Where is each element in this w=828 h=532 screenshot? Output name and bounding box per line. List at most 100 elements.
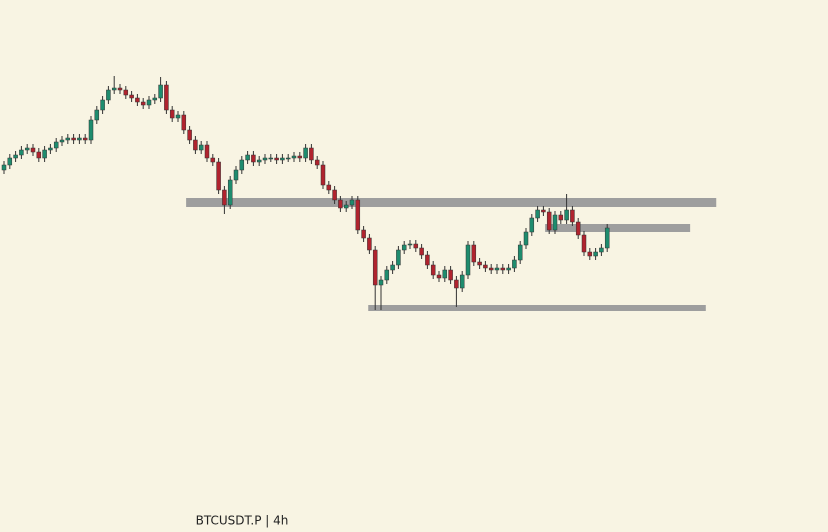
candle-body [59, 139, 65, 143]
candle-body [419, 247, 424, 256]
candle-body [204, 144, 210, 159]
candle-body [71, 137, 76, 141]
candle-body [512, 259, 517, 269]
candle-body [117, 87, 123, 91]
candle-body [332, 189, 337, 201]
candle-body [245, 154, 250, 161]
candle-body [19, 149, 24, 156]
candle-body [529, 217, 535, 233]
candle-body [523, 231, 529, 246]
candle-body [65, 137, 71, 141]
candle-body [187, 129, 192, 141]
candle-body [384, 269, 390, 281]
candle-body [24, 147, 30, 151]
candle-body [558, 214, 564, 221]
zones [186, 198, 717, 311]
candle-body [535, 209, 540, 219]
candle-body [413, 243, 419, 249]
candle-body [274, 157, 279, 161]
candle-body [338, 199, 343, 209]
candle-body [506, 267, 511, 271]
candle-body [407, 243, 413, 246]
candle-body [488, 267, 494, 271]
candle-body [425, 254, 430, 266]
candle-body [343, 204, 349, 209]
candle-body [396, 249, 401, 266]
candle-body [291, 155, 297, 159]
candle-body [152, 97, 158, 101]
candle-body [216, 161, 221, 191]
candle-body [251, 154, 256, 163]
candle-body [430, 264, 436, 276]
candle-body [442, 269, 448, 279]
candle-body [378, 279, 384, 286]
candle-body [546, 211, 552, 231]
candle-body [459, 274, 465, 289]
candle-body [268, 157, 274, 160]
candle-body [53, 141, 59, 149]
candle-body [227, 179, 233, 206]
candle-body [256, 159, 262, 163]
candle-body [465, 244, 471, 276]
candle-body [604, 227, 610, 249]
candle-body [210, 157, 216, 163]
candle-body [169, 109, 175, 119]
watermark: BTCUSDT.P | 4h [196, 514, 289, 528]
candle-body [262, 157, 268, 161]
candle-body [280, 157, 285, 161]
candle-body [30, 147, 36, 153]
candle-body [239, 159, 245, 171]
candle-body [48, 147, 53, 151]
candle-body [367, 237, 372, 251]
candle-body [314, 159, 320, 166]
candle-body [164, 84, 169, 111]
candle-body [471, 244, 477, 263]
candle-body [42, 149, 47, 159]
candle-body [390, 264, 395, 271]
candle-body [77, 137, 82, 141]
candle-body [285, 157, 291, 160]
candle-body [541, 209, 546, 213]
candle-body [477, 261, 482, 266]
candles [1, 76, 610, 310]
candle-body [372, 249, 378, 286]
candle-body [494, 267, 500, 271]
candle-body [436, 274, 442, 279]
zone [368, 305, 706, 311]
candle-body [106, 89, 111, 101]
candle-body [500, 267, 506, 271]
candle-body [575, 221, 581, 236]
candle-body [454, 279, 459, 289]
candle-body [7, 157, 13, 166]
candle-body [349, 199, 355, 206]
candle-body [517, 244, 523, 261]
candle-body [111, 87, 117, 91]
candle-body [326, 184, 332, 191]
candle-body [564, 209, 569, 221]
candle-body [123, 89, 129, 96]
candle-body [297, 155, 303, 159]
candle-body [303, 147, 308, 159]
candle-body [13, 154, 18, 159]
candle-body [233, 169, 239, 181]
candle-body [570, 209, 575, 223]
zone [545, 224, 691, 232]
candle-body [36, 151, 42, 159]
candle-body [175, 114, 181, 119]
candle-body [401, 244, 407, 251]
candle-body [448, 269, 453, 281]
candle-body [320, 164, 326, 186]
candle-body [94, 109, 100, 121]
candle-body [140, 101, 146, 106]
candle-body [181, 114, 187, 131]
candle-body [587, 251, 593, 257]
candle-body [581, 234, 587, 253]
candle-body [82, 137, 88, 141]
candle-body [198, 144, 204, 151]
zone [186, 198, 717, 207]
candle-body [222, 189, 227, 206]
candle-body [88, 119, 94, 141]
